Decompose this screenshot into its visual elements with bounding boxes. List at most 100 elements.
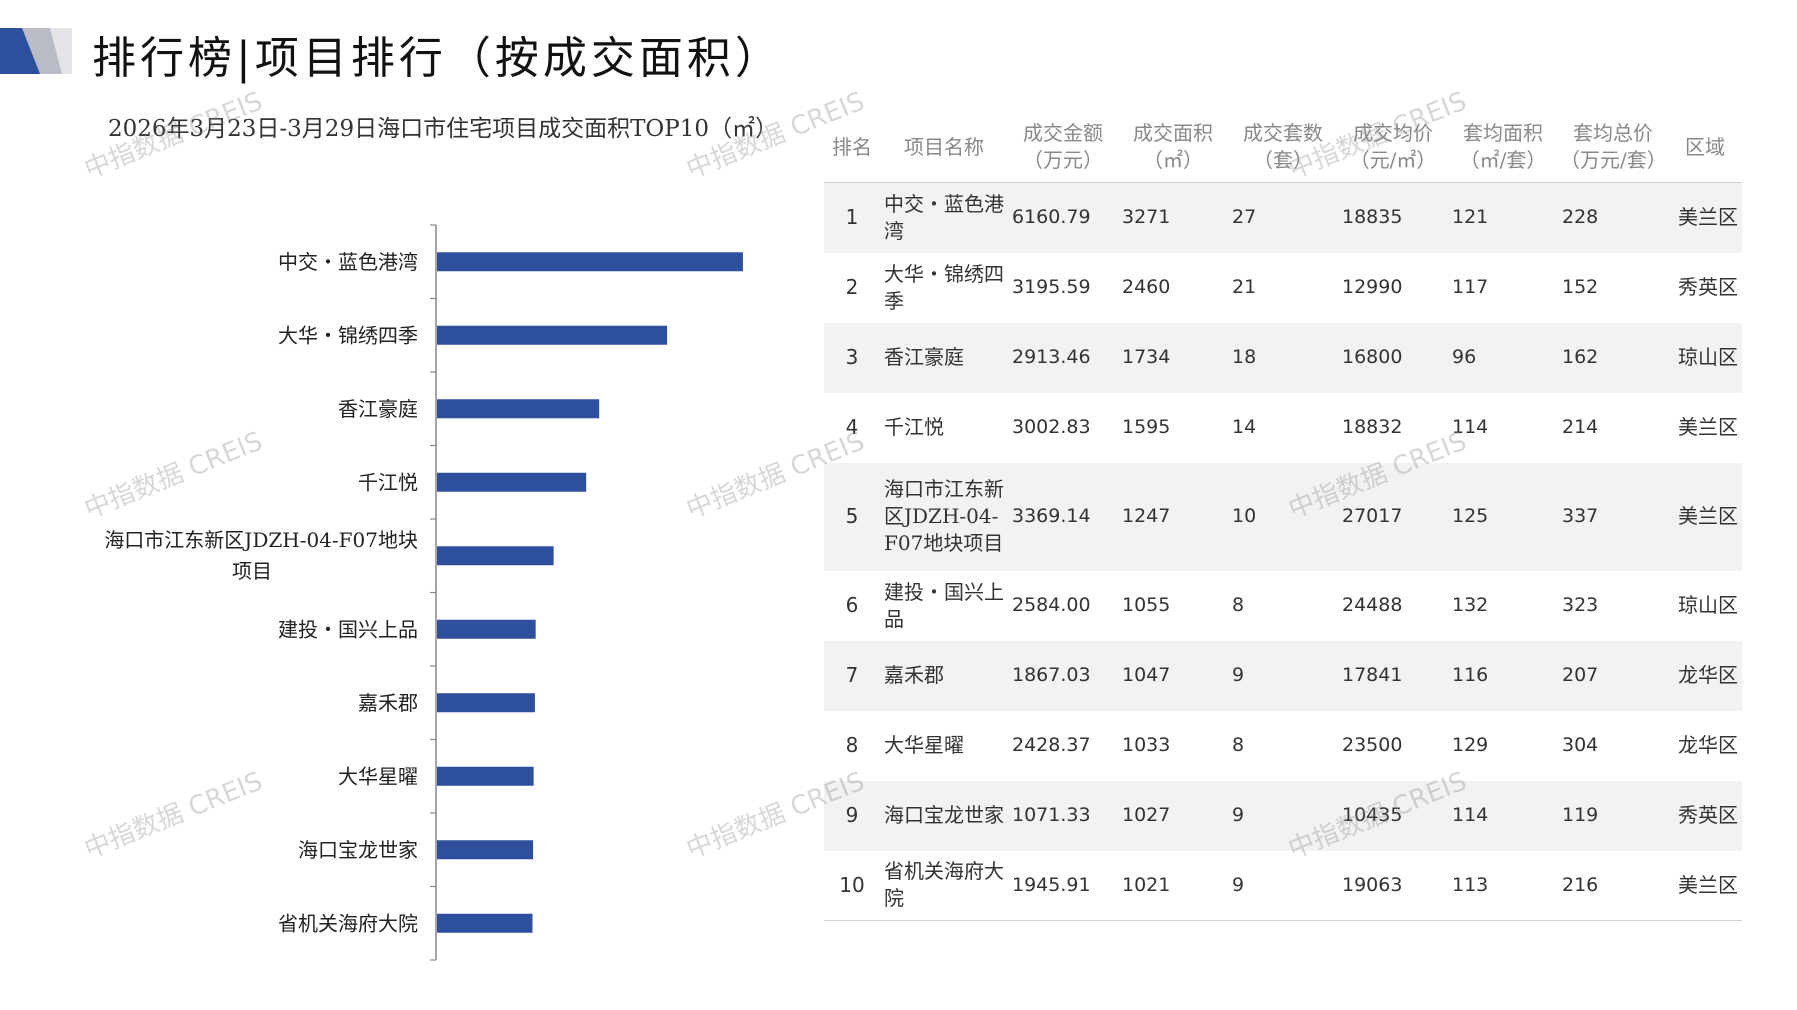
cell-amount: 3195.59 <box>1012 276 1091 298</box>
cell-units: 21 <box>1232 276 1257 298</box>
bar <box>437 619 536 639</box>
cell-area: 1033 <box>1122 734 1171 756</box>
bar <box>437 913 533 933</box>
cell-rank: 2 <box>845 275 859 299</box>
cell-rank: 4 <box>845 415 859 439</box>
cell-rank: 6 <box>845 593 859 617</box>
table-row: 3 香江豪庭 2913.46 1734 18 16800 96 162 琼山区 <box>824 322 1742 393</box>
category-label: 省机关海府大院 <box>278 911 418 935</box>
cell-area: 1734 <box>1122 346 1171 368</box>
bar <box>437 766 534 786</box>
cell-name: 海口宝龙世家 <box>884 803 1004 827</box>
cell-area: 2460 <box>1122 276 1171 298</box>
cell-rank: 7 <box>845 663 859 687</box>
cell-price: 19063 <box>1342 873 1403 896</box>
table-row: 2 大华・锦绣四季 3195.59 2460 21 12990 117 152 秀英区 <box>824 253 1742 323</box>
page-title: 排行榜|项目排行（按成交面积） <box>92 33 783 84</box>
cell-name: 省机关海府大院 <box>884 859 1004 911</box>
cell-avg-area: 129 <box>1452 734 1489 756</box>
cell-district: 秀英区 <box>1678 803 1738 827</box>
cell-name: 大华星曜 <box>884 733 964 757</box>
table-row: 1 中交・蓝色港湾 6160.79 3271 27 18835 121 228 美兰区 <box>824 182 1742 253</box>
table-row: 7 嘉禾郡 1867.03 1047 9 17841 116 207 龙华区 <box>824 640 1742 711</box>
cell-amount: 3002.83 <box>1012 416 1091 438</box>
cell-district: 琼山区 <box>1678 593 1738 617</box>
cell-avg-area: 121 <box>1452 206 1489 229</box>
category-label: 嘉禾郡 <box>358 691 418 715</box>
cell-avg-area: 113 <box>1452 873 1489 896</box>
cell-avg-total: 337 <box>1562 505 1599 527</box>
cell-amount: 6160.79 <box>1012 206 1091 229</box>
cell-avg-area: 114 <box>1452 416 1489 438</box>
cell-avg-total: 216 <box>1562 873 1599 896</box>
column-header: 成交套数 （套） <box>1228 112 1338 183</box>
cell-rank: 9 <box>845 803 859 827</box>
category-label: 大华・锦绣四季 <box>278 323 418 347</box>
column-header: 排名 <box>824 112 880 183</box>
cell-rank: 5 <box>845 504 859 528</box>
cell-avg-area: 114 <box>1452 804 1489 826</box>
cell-area: 1047 <box>1122 664 1171 686</box>
table-row: 5 海口市江东新区JDZH-04-F07地块项目 3369.14 1247 10 2701… <box>824 462 1742 571</box>
cell-avg-area: 132 <box>1452 594 1489 616</box>
bar <box>437 693 535 713</box>
cell-area: 1247 <box>1122 505 1171 527</box>
cell-avg-total: 228 <box>1562 206 1599 229</box>
cell-amount: 1945.91 <box>1012 873 1091 896</box>
cell-name: 千江悦 <box>884 415 944 439</box>
cell-name: 海口市江东新区JDZH-04-F07地块项目 <box>884 477 1004 555</box>
bar <box>437 472 587 492</box>
cell-units: 10 <box>1232 505 1257 527</box>
cell-avg-total: 162 <box>1562 346 1599 368</box>
cell-amount: 1071.33 <box>1012 804 1091 826</box>
cell-units: 27 <box>1232 206 1257 229</box>
cell-district: 美兰区 <box>1678 205 1738 230</box>
bar <box>437 252 743 272</box>
cell-avg-area: 117 <box>1452 276 1489 298</box>
cell-district: 美兰区 <box>1678 415 1738 439</box>
bar <box>437 840 534 860</box>
cell-avg-total: 207 <box>1562 664 1599 686</box>
column-header: 区域 <box>1668 112 1742 183</box>
table-row: 8 大华星曜 2428.37 1033 8 23500 129 304 龙华区 <box>824 711 1742 781</box>
cell-units: 9 <box>1232 873 1245 896</box>
cell-price: 23500 <box>1342 734 1403 756</box>
cell-district: 琼山区 <box>1678 345 1738 369</box>
cell-area: 1595 <box>1122 416 1171 438</box>
category-label: 建投・国兴上品 <box>278 617 418 641</box>
cell-amount: 3369.14 <box>1012 505 1091 527</box>
column-header: 套均总价 （万元/套） <box>1558 112 1668 183</box>
cell-avg-total: 214 <box>1562 416 1599 438</box>
table-row: 9 海口宝龙世家 1071.33 1027 9 10435 114 119 秀英区 <box>824 780 1742 851</box>
cell-area: 1021 <box>1122 873 1171 896</box>
cell-units: 9 <box>1232 664 1245 686</box>
cell-district: 龙华区 <box>1678 733 1738 757</box>
cell-amount: 2428.37 <box>1012 734 1091 756</box>
column-header: 项目名称 <box>880 112 1008 183</box>
cell-name: 建投・国兴上品 <box>884 579 1004 631</box>
cell-avg-area: 116 <box>1452 664 1489 686</box>
cell-units: 14 <box>1232 416 1257 438</box>
column-header: 成交面积 （㎡） <box>1118 112 1228 183</box>
header-decoration <box>0 28 72 74</box>
cell-price: 18835 <box>1342 206 1403 229</box>
chart-title: 2026年3月23日-3月29日海口市住宅项目成交面积TOP10（㎡） <box>107 116 779 142</box>
cell-name: 嘉禾郡 <box>884 663 944 687</box>
cell-price: 12990 <box>1342 276 1403 298</box>
cell-units: 8 <box>1232 594 1245 616</box>
cell-amount: 1867.03 <box>1012 664 1091 686</box>
cell-area: 1027 <box>1122 804 1171 826</box>
category-label: 千江悦 <box>358 470 418 494</box>
cell-rank: 1 <box>845 205 859 230</box>
cell-avg-total: 119 <box>1562 804 1599 826</box>
cell-rank: 10 <box>839 872 865 897</box>
bar <box>437 546 554 566</box>
cell-name: 中交・蓝色港湾 <box>884 191 1004 243</box>
cell-price: 24488 <box>1342 594 1403 616</box>
cell-amount: 2913.46 <box>1012 346 1091 368</box>
cell-area: 1055 <box>1122 594 1171 616</box>
category-label: 海口市江东新区JDZH-04-F07地块项目 <box>104 528 418 583</box>
cell-avg-area: 125 <box>1452 505 1489 527</box>
table-row: 4 千江悦 3002.83 1595 14 18832 114 214 美兰区 <box>824 393 1742 463</box>
cell-district: 秀英区 <box>1678 275 1738 299</box>
